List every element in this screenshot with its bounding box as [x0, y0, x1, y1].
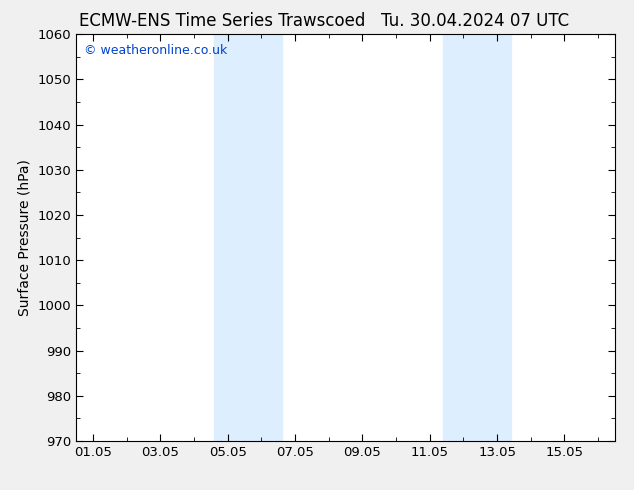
Text: Tu. 30.04.2024 07 UTC: Tu. 30.04.2024 07 UTC: [382, 12, 569, 30]
Text: © weatheronline.co.uk: © weatheronline.co.uk: [84, 45, 228, 57]
Bar: [443, 34, 510, 441]
Text: ECMW-ENS Time Series Trawscoed: ECMW-ENS Time Series Trawscoed: [79, 12, 365, 30]
Bar: [214, 34, 281, 441]
Y-axis label: Surface Pressure (hPa): Surface Pressure (hPa): [18, 159, 32, 316]
